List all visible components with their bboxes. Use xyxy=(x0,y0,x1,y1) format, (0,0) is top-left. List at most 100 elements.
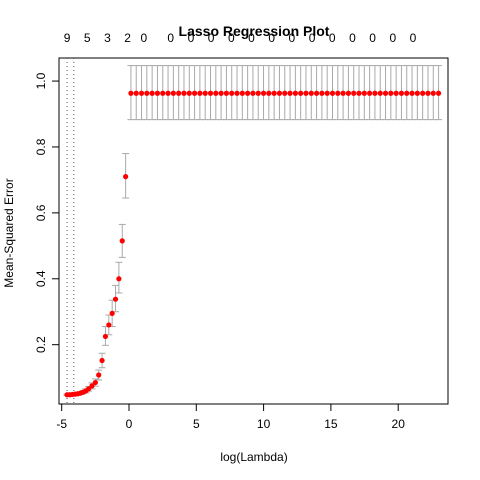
data-point xyxy=(229,90,235,96)
data-point xyxy=(133,90,139,96)
data-point xyxy=(191,90,198,96)
data-point xyxy=(414,90,420,96)
top-axis-label: 0 xyxy=(140,31,147,45)
data-point xyxy=(128,90,134,96)
data-point xyxy=(335,90,341,96)
x-tick-label: 10 xyxy=(257,417,271,431)
data-point xyxy=(160,90,166,96)
data-point xyxy=(430,90,436,96)
top-axis-label: 0 xyxy=(349,31,356,45)
top-axis-label: 0 xyxy=(389,31,396,45)
data-point xyxy=(218,90,224,96)
data-point xyxy=(377,90,383,96)
x-tick-label: 20 xyxy=(392,417,406,431)
data-point xyxy=(345,90,352,96)
data-point xyxy=(404,90,410,96)
data-point xyxy=(420,90,426,96)
x-tick-label: 15 xyxy=(324,417,338,431)
data-point xyxy=(313,90,320,96)
data-point xyxy=(86,386,92,392)
top-axis-label: 0 xyxy=(369,31,376,45)
data-point xyxy=(361,90,367,96)
data-point xyxy=(123,174,129,180)
data-point xyxy=(165,90,171,96)
top-axis-label: 0 xyxy=(410,31,417,45)
top-axis-label: 0 xyxy=(188,31,195,45)
data-point xyxy=(351,90,357,96)
data-point xyxy=(388,90,394,96)
data-point xyxy=(245,90,251,96)
data-point xyxy=(106,322,112,328)
data-point xyxy=(197,90,203,96)
top-axis-label: 0 xyxy=(329,31,336,45)
top-axis-label: 0 xyxy=(248,31,255,45)
data-point xyxy=(149,90,155,96)
data-point xyxy=(154,90,161,96)
data-point xyxy=(170,90,176,96)
data-point xyxy=(96,372,102,378)
data-point xyxy=(112,296,119,302)
top-axis-label: 0 xyxy=(309,31,316,45)
data-point xyxy=(202,90,208,96)
data-point xyxy=(119,238,125,244)
data-point xyxy=(186,90,192,96)
x-tick-label: 5 xyxy=(193,417,200,431)
data-point xyxy=(207,90,214,96)
x-tick-label: 0 xyxy=(126,417,133,431)
data-point xyxy=(89,383,95,389)
data-point xyxy=(319,90,325,96)
top-axis-label: 0 xyxy=(208,31,215,45)
chart-marks: -5 0 5 10 15 200.20.40.60.81.09 5 3 2 0 0 0 0 0 0 0 0 0 0 0… xyxy=(34,31,443,431)
data-point xyxy=(425,90,431,96)
x-axis-label: log(Lambda) xyxy=(220,450,287,464)
y-tick-label: 1.0 xyxy=(34,72,48,89)
chart-title: Lasso Regression Plot xyxy=(179,23,330,39)
data-point xyxy=(102,333,109,340)
data-point xyxy=(144,90,150,96)
data-point xyxy=(255,90,261,96)
data-point xyxy=(398,90,405,96)
data-point xyxy=(292,90,298,96)
top-axis-label: 0 xyxy=(268,31,275,45)
data-point xyxy=(260,90,267,96)
data-point xyxy=(223,90,230,96)
top-axis-label: 3 xyxy=(104,31,111,45)
top-axis-label: 5 xyxy=(84,31,91,45)
y-tick-label: 0.8 xyxy=(34,138,48,155)
data-point xyxy=(276,90,283,96)
data-point xyxy=(372,90,378,96)
data-point xyxy=(271,90,277,96)
top-axis-label: 0 xyxy=(228,31,235,45)
data-point xyxy=(340,90,346,96)
data-point xyxy=(382,90,389,96)
data-point xyxy=(250,90,256,96)
data-point xyxy=(303,90,309,96)
y-axis-label: Mean-Squared Error xyxy=(2,178,16,287)
data-point xyxy=(329,90,336,96)
data-point xyxy=(435,90,442,96)
y-tick-label: 0.6 xyxy=(34,204,48,221)
data-point xyxy=(109,310,115,316)
y-tick-label: 0.4 xyxy=(34,270,48,287)
data-point xyxy=(393,90,399,96)
data-point xyxy=(239,90,245,96)
top-axis-label: 9 xyxy=(64,31,71,45)
data-point xyxy=(266,90,272,96)
top-axis-label: 0 xyxy=(289,31,296,45)
plot-frame xyxy=(58,57,449,405)
data-point xyxy=(116,276,122,282)
top-axis-label: 2 xyxy=(124,31,131,45)
data-point xyxy=(308,90,314,96)
data-point xyxy=(213,90,219,96)
data-point xyxy=(176,90,182,96)
y-tick-label: 0.2 xyxy=(34,336,48,353)
data-point xyxy=(99,357,105,364)
data-point xyxy=(138,90,145,96)
data-point xyxy=(181,90,187,96)
top-axis-label: 0 xyxy=(167,31,174,45)
data-point xyxy=(234,90,240,96)
data-point xyxy=(282,90,288,96)
data-point xyxy=(92,379,98,386)
